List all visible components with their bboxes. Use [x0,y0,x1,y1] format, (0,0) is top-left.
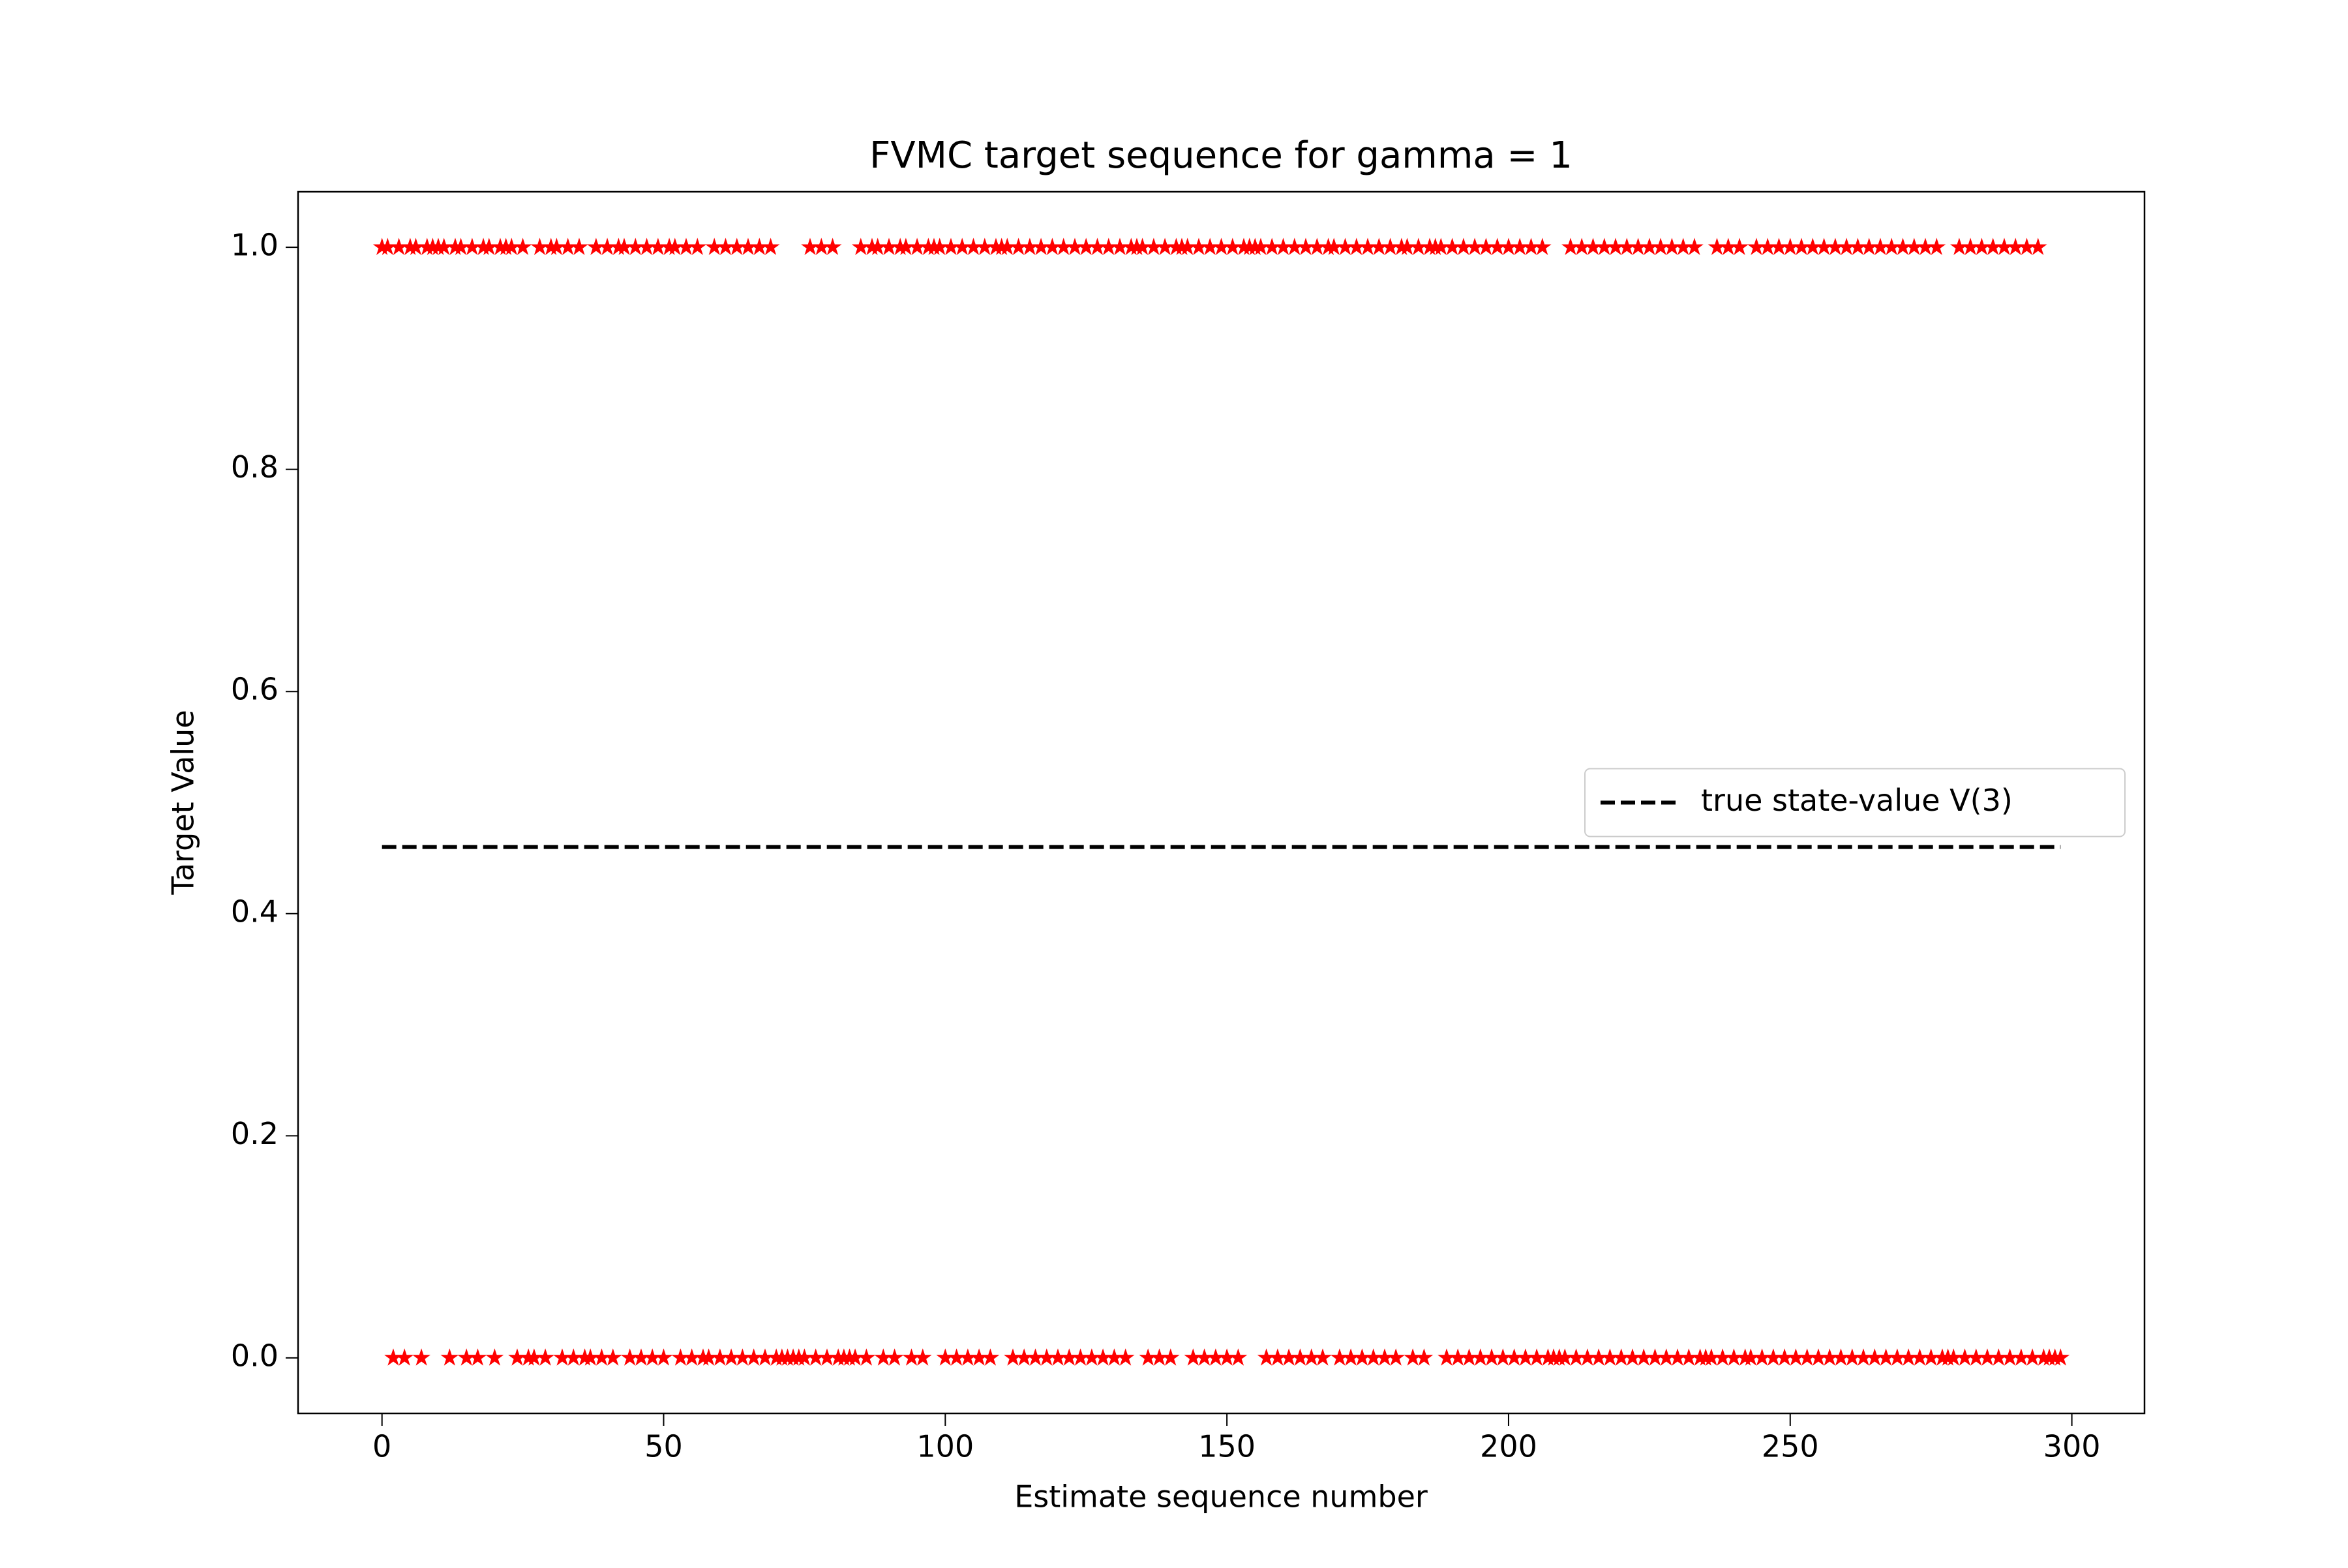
x-tick-label: 300 [2043,1429,2101,1464]
x-tick-label: 250 [1762,1429,1819,1464]
data-point [885,1348,904,1366]
legend-box [1584,768,2126,837]
data-point [1387,1348,1406,1366]
data-point [654,1348,673,1366]
plot-frame [297,190,2146,1415]
y-tick-label: 0.8 [231,449,278,485]
data-point [1685,237,1704,256]
data-point [761,237,780,256]
y-axis-label: Target Value [166,710,201,895]
data-point [1415,1348,1434,1366]
x-axis-label: Estimate sequence number [1014,1479,1428,1515]
y-tick-label: 0.2 [231,1116,278,1151]
data-point [981,1348,1000,1366]
data-point [1927,237,1946,256]
data-point [1730,237,1749,256]
data-point [1229,1348,1248,1366]
data-point [440,1348,459,1366]
data-point [1116,1348,1135,1366]
x-tick-label: 150 [1198,1429,1256,1464]
y-tick-label: 0.4 [231,894,278,929]
x-tick-label: 200 [1480,1429,1537,1464]
data-point [1533,237,1552,256]
data-point [913,1348,932,1366]
data-point [1314,1348,1332,1366]
y-tick-label: 0.0 [231,1338,278,1373]
data-point [688,237,707,256]
data-point [570,237,588,256]
data-point [485,1348,504,1366]
data-point [468,1348,487,1366]
data-point [412,1348,431,1366]
y-tick-label: 1.0 [231,228,278,263]
data-point [2051,1348,2070,1366]
y-tick-label: 0.6 [231,672,278,707]
data-point [536,1348,555,1366]
x-tick-label: 100 [916,1429,974,1464]
data-point [395,1348,414,1366]
data-point [513,237,532,256]
data-point [823,237,842,256]
data-point [857,1348,876,1366]
x-tick-label: 50 [644,1429,683,1464]
data-point [2028,237,2047,256]
x-tick-label: 0 [372,1429,391,1464]
chart-title: FVMC target sequence for gamma = 1 [869,134,1573,177]
data-point [1161,1348,1180,1366]
legend-label: true state-value V(3) [1701,783,2013,818]
data-point [603,1348,622,1366]
